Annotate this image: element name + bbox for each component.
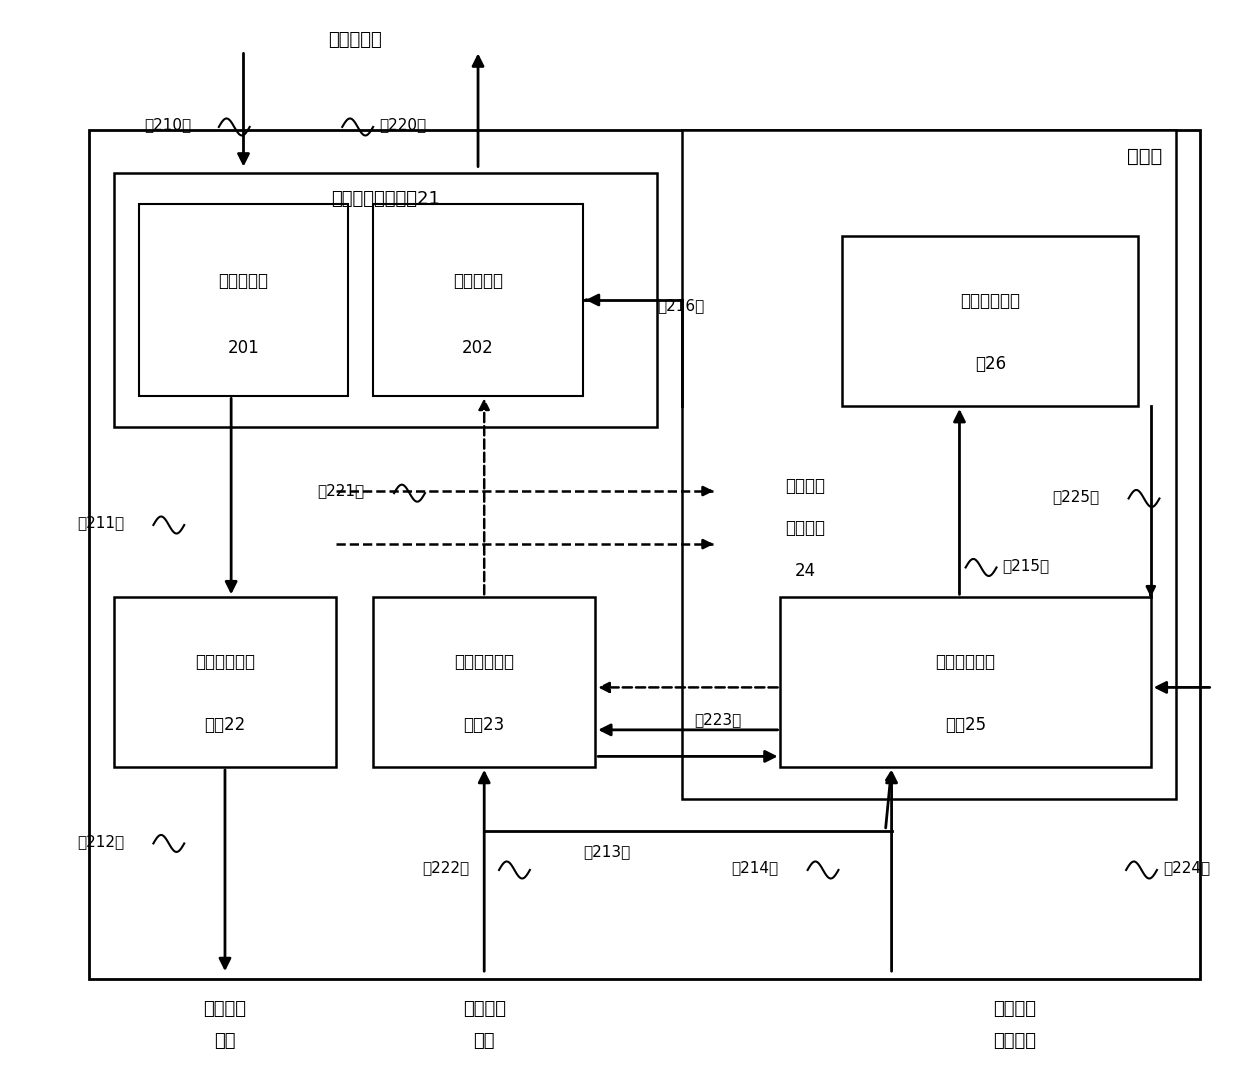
Text: 光组件控制模: 光组件控制模 [960, 292, 1021, 309]
Text: 管理信号加载: 管理信号加载 [454, 653, 515, 671]
Text: 模块控制: 模块控制 [785, 477, 825, 495]
Bar [373, 205, 583, 396]
Text: 模块22: 模块22 [205, 716, 246, 733]
Text: （214）: （214） [732, 860, 779, 875]
Text: 数据信号: 数据信号 [463, 1000, 506, 1018]
Text: （225）: （225） [1052, 489, 1099, 504]
Text: （215）: （215） [1003, 558, 1050, 573]
Text: （212）: （212） [77, 833, 124, 849]
Text: 光发射单元: 光发射单元 [453, 272, 503, 290]
Text: 接收和发射光组件21: 接收和发射光组件21 [331, 190, 440, 208]
Text: （221）: （221） [317, 483, 365, 498]
Bar [89, 130, 1200, 980]
Text: 光模块: 光模块 [1127, 147, 1162, 166]
Text: 光接收单元: 光接收单元 [218, 272, 269, 290]
Text: 光信号接口: 光信号接口 [327, 31, 382, 49]
Text: 202: 202 [463, 338, 494, 356]
Text: 设备管理: 设备管理 [993, 1000, 1037, 1018]
Text: （224）: （224） [1163, 860, 1210, 875]
Text: （213）: （213） [583, 844, 630, 859]
Text: 模块23: 模块23 [464, 716, 505, 733]
Text: 管理信号处理: 管理信号处理 [936, 653, 996, 671]
Text: （223）: （223） [694, 712, 742, 727]
Text: 数据信号: 数据信号 [203, 1000, 247, 1018]
Text: 管理信号提取: 管理信号提取 [195, 653, 255, 671]
Text: 201: 201 [228, 338, 259, 356]
Bar [139, 205, 348, 396]
Bar [682, 130, 1176, 799]
Text: 24: 24 [795, 561, 816, 579]
Text: 块26: 块26 [975, 354, 1006, 372]
Text: 接口: 接口 [215, 1032, 236, 1050]
Text: 存储中心: 存储中心 [785, 520, 825, 537]
Text: （216）: （216） [657, 298, 704, 313]
Bar [373, 598, 595, 767]
Text: （211）: （211） [77, 515, 124, 530]
Text: 信号接口: 信号接口 [993, 1032, 1037, 1050]
Text: （220）: （220） [379, 117, 427, 132]
Bar [842, 236, 1138, 407]
Text: （222）: （222） [423, 860, 470, 875]
Bar [114, 598, 336, 767]
Text: 接口: 接口 [474, 1032, 495, 1050]
Bar [114, 173, 657, 428]
Bar [780, 598, 1151, 767]
Text: 模块25: 模块25 [945, 716, 986, 733]
Text: （210）: （210） [145, 117, 192, 132]
